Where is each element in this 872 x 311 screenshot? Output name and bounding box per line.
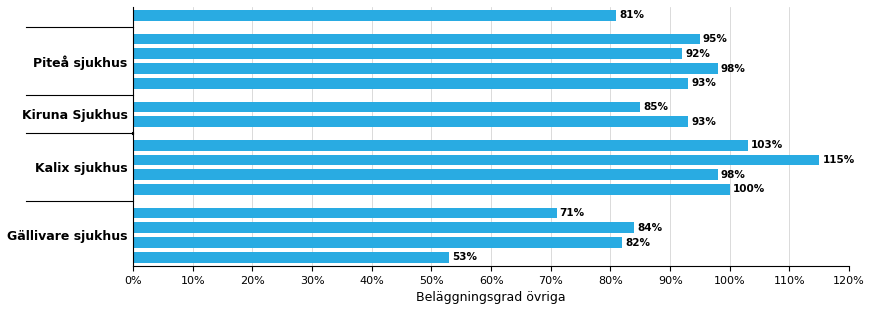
Bar — [133, 140, 747, 151]
X-axis label: Beläggningsgrad övriga: Beläggningsgrad övriga — [416, 291, 566, 304]
Bar — [133, 169, 718, 180]
Text: 53%: 53% — [453, 252, 477, 262]
Bar — [133, 102, 640, 112]
Text: 98%: 98% — [721, 63, 746, 73]
Text: 71%: 71% — [560, 208, 585, 218]
Text: 98%: 98% — [721, 170, 746, 180]
Text: 92%: 92% — [685, 49, 710, 59]
Bar — [133, 222, 634, 233]
Text: 115%: 115% — [822, 155, 855, 165]
Text: 82%: 82% — [625, 238, 651, 248]
Text: 85%: 85% — [644, 102, 668, 112]
Bar — [133, 155, 820, 165]
Bar — [133, 49, 682, 59]
Text: 95%: 95% — [703, 34, 728, 44]
Text: 103%: 103% — [751, 140, 783, 150]
Bar — [133, 237, 623, 248]
Text: 100%: 100% — [732, 184, 765, 194]
Bar — [133, 34, 700, 44]
Bar — [133, 184, 730, 195]
Bar — [133, 10, 617, 21]
Bar — [133, 208, 556, 218]
Bar — [133, 116, 688, 127]
Text: 81%: 81% — [619, 11, 644, 21]
Bar — [133, 78, 688, 89]
Text: 84%: 84% — [637, 223, 663, 233]
Text: 93%: 93% — [691, 117, 716, 127]
Bar — [133, 252, 449, 262]
Text: 93%: 93% — [691, 78, 716, 88]
Bar — [133, 63, 718, 74]
